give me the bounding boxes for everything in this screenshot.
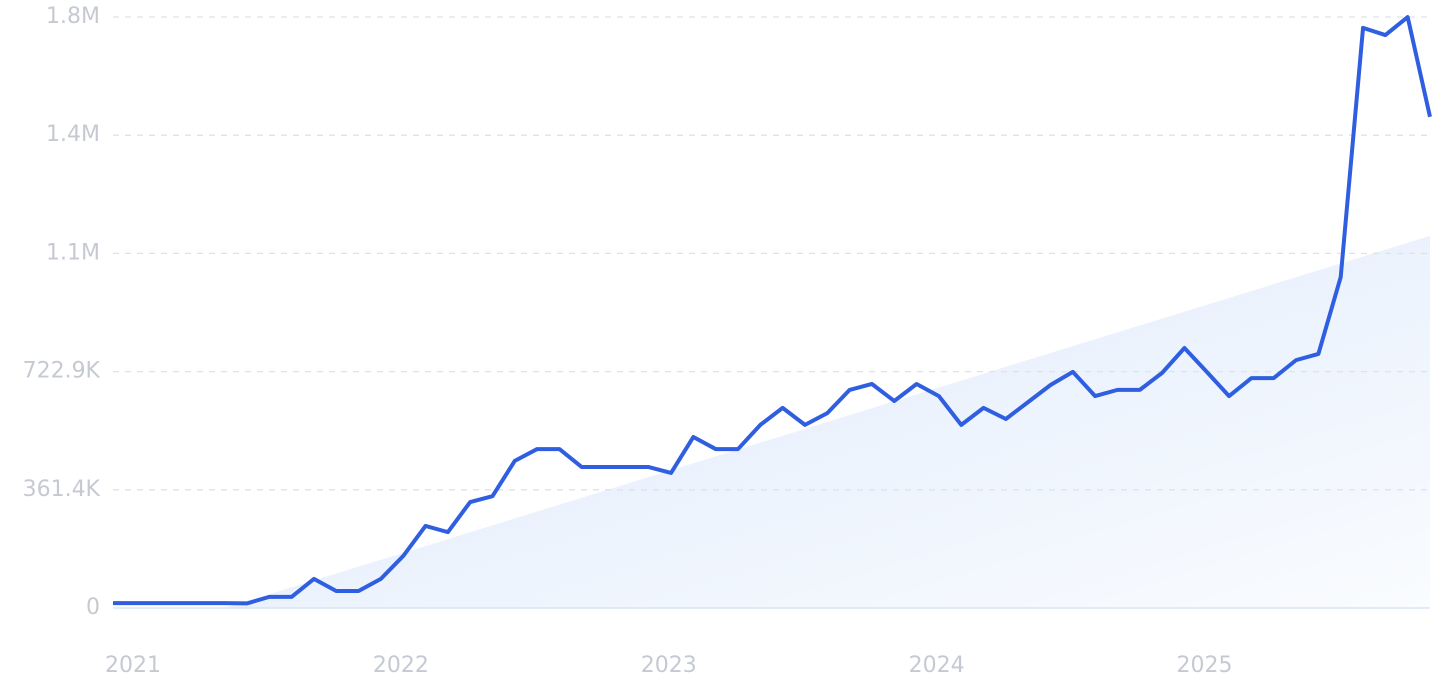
y-tick-label: 1.4M xyxy=(46,122,100,147)
y-tick-label: 361.4K xyxy=(23,477,101,502)
y-tick-label: 0 xyxy=(86,595,100,620)
y-tick-label: 1.1M xyxy=(46,240,100,265)
x-tick-label: 2022 xyxy=(373,653,429,678)
y-tick-label: 1.8M xyxy=(46,4,100,29)
y-tick-label: 722.9K xyxy=(23,359,101,384)
x-tick-label: 2024 xyxy=(909,653,965,678)
trend-area xyxy=(224,235,1431,608)
x-tick-label: 2025 xyxy=(1176,653,1232,678)
x-tick-label: 2021 xyxy=(105,653,161,678)
data-line xyxy=(113,15,1432,606)
x-tick-label: 2023 xyxy=(641,653,697,678)
